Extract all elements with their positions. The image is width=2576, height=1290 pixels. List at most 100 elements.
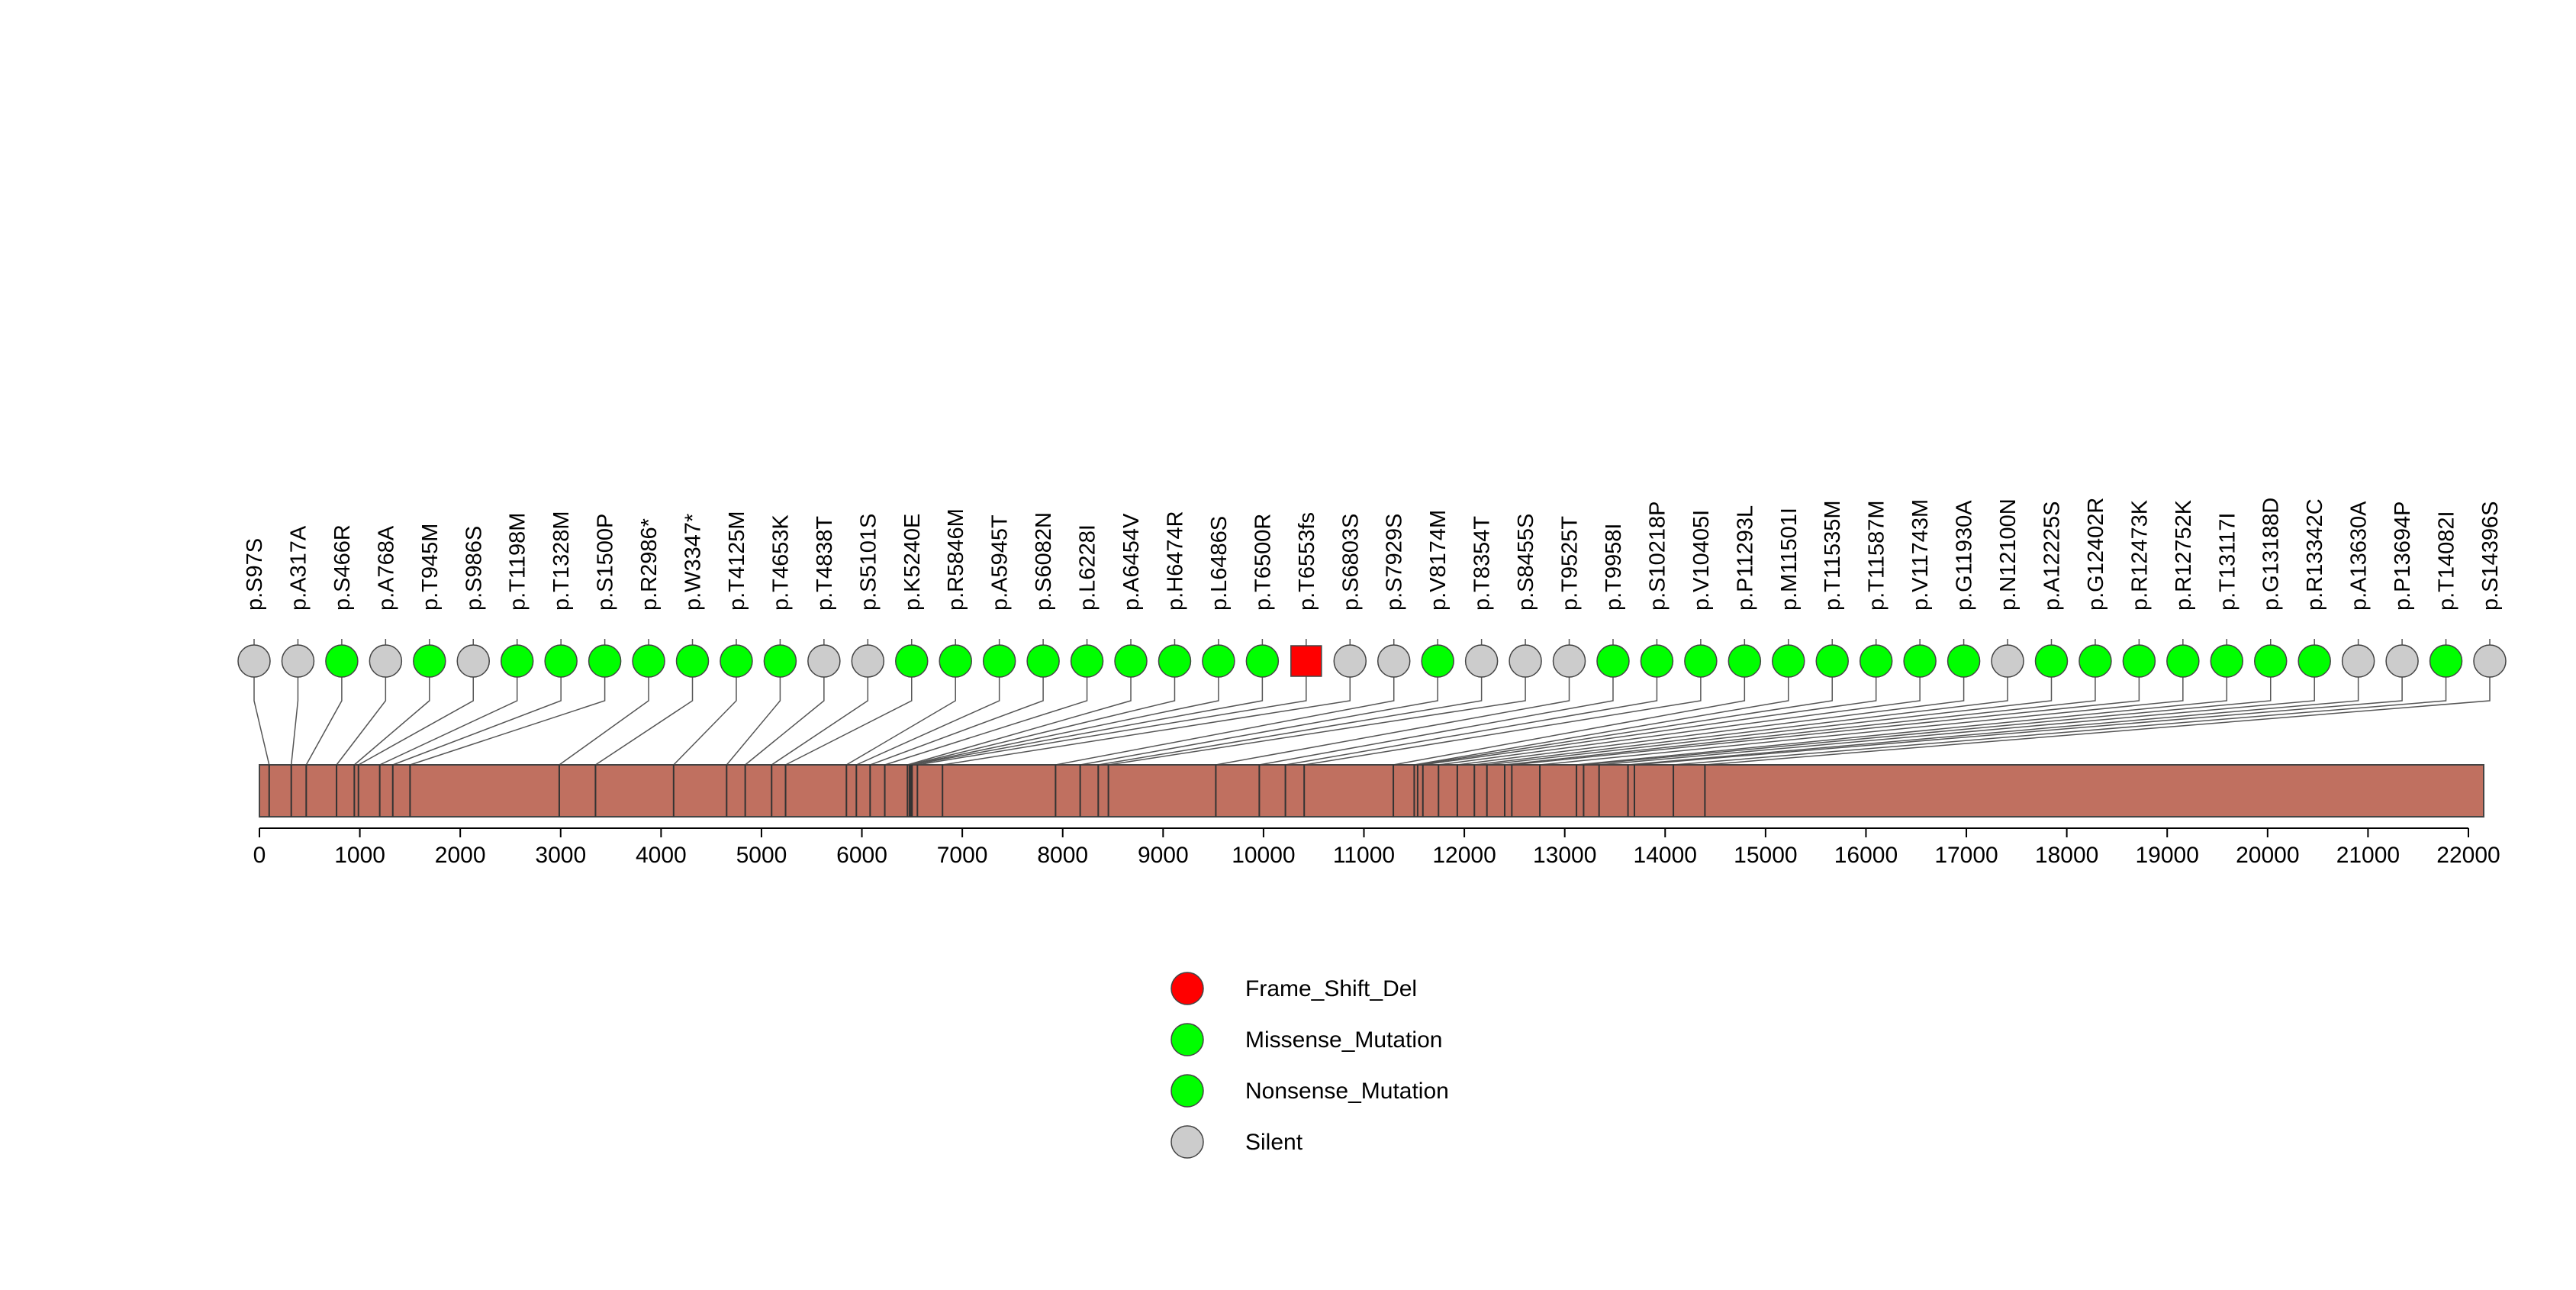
mutation-marker [2079,644,2112,678]
mutation-label: p.A13630A [2347,501,2372,611]
mutation-label: p.S986S [462,526,486,611]
mutation-marker [281,644,315,678]
x-axis-tick-label: 5000 [736,843,787,868]
mutation-marker [1991,644,2024,678]
mutation-label: p.R5846M [944,508,968,611]
mutation-marker [544,644,578,678]
mutation-marker [675,644,710,678]
mutation-marker [369,644,403,678]
mutation-label: p.R12473K [2127,499,2152,611]
mutation-marker [325,644,359,678]
mutation-label: p.T4838T [813,516,837,611]
mutation-marker [1640,644,1674,678]
mutation-marker [1026,644,1060,678]
mutation-label: p.T945M [418,524,443,611]
mutation-marker [1202,644,1235,678]
mutation-marker [851,644,885,678]
legend-label: Frame_Shift_Del [1245,976,1417,1001]
x-axis: 0 1000 2000 3000 4000 5000 6000 7000 8000 9000 100… [253,827,2500,868]
mutation-label: p.K5240E [900,514,925,611]
mutation-marker [1946,644,1981,678]
legend-swatch [1170,972,1204,1005]
mutation-marker [1290,645,1322,677]
mutation-label: p.A12225S [2040,501,2064,611]
mutation-label: p.G11930A [1953,500,1977,611]
mutation-marker [1245,644,1280,678]
mutation-label: p.T9525T [1558,516,1583,611]
mutation-marker [1684,644,1718,678]
x-axis-tick-label: 16000 [1834,843,1898,868]
mutation-label: p.S5101S [856,514,881,611]
mutation-label: p.S1500P [594,514,618,611]
mutation-label: p.T13117I [2215,513,2240,611]
mutation-marker [1552,644,1586,678]
x-axis-tick-label: 20000 [2236,843,2299,868]
mutation-label: p.M11501I [1777,508,1802,611]
x-axis-tick-label: 17000 [1934,843,1998,868]
mutation-marker [1815,644,1849,678]
mutation-label: p.T4653K [768,514,793,611]
mutation-label: p.W3347* [681,514,706,611]
mutation-label: p.A5945T [988,514,1013,611]
mutation-marker [2385,644,2419,678]
mutation-marker [632,644,665,678]
mutation-label: p.S6803S [1338,514,1363,611]
mutation-markers: p.S97S p.A317A p.S466R p.A768A p.T945M p.S986… [237,498,2507,678]
legend-label: Silent [1245,1130,1303,1155]
mutation-label: p.S10218P [1645,501,1670,611]
x-axis-tick-label: 7000 [937,843,988,868]
mutation-label: p.H6474R [1163,511,1187,611]
mutation-label: p.T4125M [725,511,749,611]
x-axis-tick-label: 1000 [334,843,385,868]
mutation-label: p.S7929S [1383,514,1407,611]
mutation-label: p.S6082N [1032,512,1056,611]
mutation-label: p.G12402R [2084,498,2108,611]
x-axis-tick-label: 12000 [1432,843,1496,868]
legend: Frame_Shift_Del Missense_Mutation Nonsense… [1170,972,1449,1159]
mutation-marker [1903,644,1937,678]
mutation-label: p.T1198M [506,513,530,611]
mutation-marker [2122,644,2156,678]
mutation-marker [2034,644,2069,678]
mutation-marker [500,644,534,678]
mutation-label: p.V8174M [1426,510,1451,611]
mutation-marker [720,644,753,678]
mutation-label: p.A6454V [1119,513,1144,611]
mutation-marker [1158,644,1192,678]
legend-swatch [1170,1074,1204,1108]
legend-label: Nonsense_Mutation [1245,1079,1449,1104]
mutation-label: p.L6228I [1076,524,1100,611]
mutation-marker [1509,644,1542,678]
x-axis-tick-label: 13000 [1533,843,1596,868]
mutation-marker [2210,644,2244,678]
mutation-label: p.R2986* [637,518,662,611]
mutation-label: p.A768A [374,525,398,611]
mutation-label: p.T1328M [549,511,574,611]
mutation-label: p.T6500R [1251,514,1275,611]
legend-label: Missense_Mutation [1245,1027,1442,1053]
mutation-label: p.G13188D [2259,498,2284,611]
mutation-marker [2473,644,2507,678]
legend-swatch [1170,1023,1204,1056]
x-axis-ticks: 0 1000 2000 3000 4000 5000 6000 7000 8000 9000 100… [253,828,2500,868]
mutation-marker [2341,644,2375,678]
mutation-label: p.T8354T [1470,516,1495,611]
mutation-marker [982,644,1016,678]
mutation-marker [939,644,972,678]
mutation-marker [413,644,446,678]
x-axis-tick-label: 8000 [1037,843,1088,868]
mutation-label: p.S97S [243,538,267,611]
mutation-label: p.P11293L [1733,505,1757,611]
mutation-marker [237,644,271,678]
x-axis-tick-label: 6000 [836,843,887,868]
mutation-marker [807,644,841,678]
mutation-label: p.T6553fs [1295,512,1319,611]
mutation-position-ticks [268,765,1706,817]
x-axis-tick-label: 10000 [1232,843,1295,868]
x-axis-tick-label: 19000 [2136,843,2199,868]
mutation-label: p.T9958I [1602,524,1626,611]
mutation-label: p.S466R [330,524,355,611]
legend-swatch [1170,1125,1204,1159]
mutation-marker [763,644,797,678]
